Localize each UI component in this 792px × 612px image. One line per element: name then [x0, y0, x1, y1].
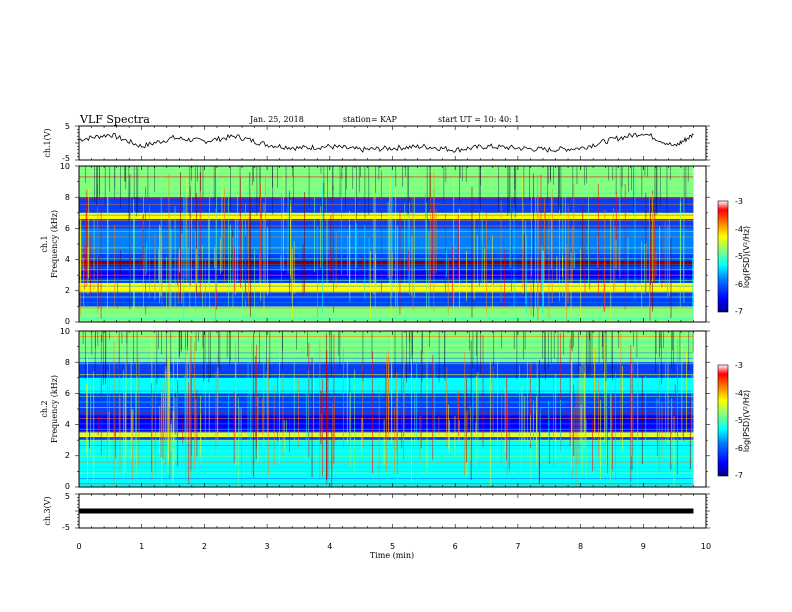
ch1-spectrogram-panel: 0 2 4 6 8 10 ch.1 Frequency (kHz)	[40, 162, 707, 326]
xtick-5: 5	[390, 542, 395, 551]
cb1-tick-m6: -6	[735, 280, 743, 289]
cb1-label: log(PSD)(V²/Hz)	[742, 226, 751, 288]
x-tick-labels: 0 1 2 3 4 5 6 7 8 9 10	[76, 542, 711, 551]
xtick-2: 2	[202, 542, 207, 551]
spec1-ytick-6: 6	[65, 224, 70, 233]
ch3-ytick-bottom: -5	[62, 523, 70, 532]
spec1-ylabel-channel: ch.1	[40, 235, 49, 252]
spec-band-6	[79, 306, 694, 322]
cb2-tick-m5: -5	[735, 416, 743, 425]
axis-ticks	[75, 125, 710, 529]
xtick-7: 7	[515, 542, 520, 551]
ch1-spectrogram-image	[78, 165, 706, 322]
ch1-ytick-top: 5	[65, 122, 70, 131]
ch3-voltage-panel: 5 -5 ch.3(V)	[43, 492, 707, 532]
cb2-tick-m4: -4	[735, 389, 743, 398]
spec-band-1	[79, 212, 694, 220]
spec1-ytick-10: 10	[60, 162, 70, 171]
xtick-8: 8	[578, 542, 583, 551]
spec-band-3	[79, 261, 694, 266]
spec2-ytick-8: 8	[65, 358, 70, 367]
xtick-9: 9	[641, 542, 646, 551]
cb1-tick-m3: -3	[735, 197, 743, 206]
ch1-voltage-ylabel: ch.1(V)	[43, 128, 52, 157]
cb1-tick-m5: -5	[735, 252, 743, 261]
spec2-ytick-2: 2	[65, 451, 70, 460]
xtick-3: 3	[265, 542, 270, 551]
cb1-tick-m7: -7	[735, 307, 743, 316]
spec1-ytick-2: 2	[65, 286, 70, 295]
spec2-ytick-6: 6	[65, 389, 70, 398]
ch2-colorbar: -3 -4 -5 -6 -7 log(PSD)(V²/Hz)	[717, 361, 751, 480]
xtick-4: 4	[327, 542, 332, 551]
spec2-ytick-10: 10	[60, 327, 70, 336]
spec2-ytick-4: 4	[65, 420, 70, 429]
spec-band-5	[79, 283, 694, 293]
ch1-ytick-bottom: -5	[62, 154, 70, 163]
xtick-1: 1	[139, 542, 144, 551]
spec1-ylabel-frequency: Frequency (kHz)	[50, 210, 59, 278]
spec-band-0	[79, 166, 694, 198]
cb2-label: log(PSD)(V²/Hz)	[742, 390, 751, 452]
ch2-spectrogram-image	[79, 330, 706, 487]
cb2-tick-m6: -6	[735, 444, 743, 453]
xtick-6: 6	[453, 542, 458, 551]
xtick-10: 10	[701, 542, 711, 551]
ch3-voltage-ylabel: ch.3(V)	[43, 496, 52, 525]
ch1-colorbar: -3 -4 -5 -6 -7 log(PSD)(V²/Hz)	[717, 197, 751, 316]
spec2-ytick-0: 0	[65, 482, 70, 491]
spec-empty-tail	[693, 166, 706, 322]
ch2-spectrogram-panel: 0 2 4 6 8 10 ch.2 Frequency (kHz)	[40, 327, 707, 491]
header-station: station= KAP	[343, 115, 398, 124]
x-axis-label: Time (min)	[370, 551, 414, 560]
xtick-0: 0	[76, 542, 81, 551]
spec-band-2	[79, 228, 694, 254]
ch1-colorbar-gradient	[717, 200, 729, 313]
cb1-tick-m4: -4	[735, 225, 743, 234]
ch3-ytick-top: 5	[65, 492, 70, 501]
spec-band-5	[79, 471, 694, 487]
cb2-tick-m3: -3	[735, 361, 743, 370]
spec1-ytick-0: 0	[65, 317, 70, 326]
cb2-tick-m7: -7	[735, 471, 743, 480]
spec2-ylabel-frequency: Frequency (kHz)	[50, 375, 59, 443]
figure-title: VLF Spectra	[79, 113, 150, 126]
ch1-voltage-panel: 5 -5 ch.1(V)	[43, 122, 707, 163]
spec2-ylabel-channel: ch.2	[40, 400, 49, 417]
ch2-colorbar-gradient	[717, 364, 729, 477]
spec-band-4	[79, 270, 694, 279]
spec1-ytick-4: 4	[65, 255, 70, 264]
spec1-ytick-8: 8	[65, 193, 70, 202]
header-start-time: start UT = 10: 40: 1	[438, 115, 519, 124]
header-date: Jan. 25, 2018	[249, 115, 304, 124]
spec-empty-tail	[693, 331, 706, 487]
ch1-voltage-line	[78, 132, 694, 153]
ch1-voltage-frame	[78, 125, 707, 161]
